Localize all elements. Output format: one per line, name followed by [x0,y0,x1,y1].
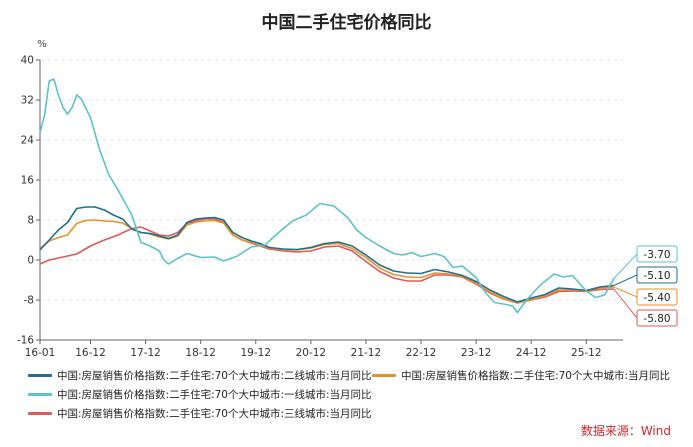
x-tick-label: 23-12 [461,347,492,359]
end-label-layer: -5.10 -5.40 -3.70 -5.80 [613,245,678,327]
legend-swatch-tier1 [28,393,52,396]
y-tick-label: 24 [21,135,35,147]
end-label-tier1: -3.70 [643,249,670,261]
legend-label-tier3: 中国:房屋销售价格指数:二手住宅:70个大中城市:三线城市:当月同比 [57,408,372,420]
end-label-leader-tier3 [613,288,638,319]
legend-swatch-tier2-70 [372,374,396,377]
end-label-leader-tier2_70 [613,286,638,298]
x-tick-label: 24-12 [516,347,547,359]
x-tick-label: 21-12 [351,347,382,359]
end-label-box-tier1 [636,245,678,263]
end-label-tier3: -5.80 [643,313,670,325]
end-label-box-tier3 [636,309,678,327]
x-tick-label: 18-12 [185,347,216,359]
series-line-tier2 [39,206,614,303]
x-tick-label: 16-01 [25,347,56,359]
x-tick-label: 19-12 [240,347,271,359]
legend-item-tier2[interactable]: 中国:房屋销售价格指数:二手住宅:70个大中城市:二线城市:当月同比 [28,368,372,383]
chart-title: 中国二手住宅价格同比 [261,13,432,33]
legend-item-tier3[interactable]: 中国:房屋销售价格指数:二手住宅:70个大中城市:三线城市:当月同比 [28,406,372,421]
end-label-leader-tier1 [613,253,638,279]
y-unit-label: % [37,39,47,50]
end-label-tier2: -5.10 [643,270,670,282]
data-source-note: 数据来源：Wind [580,424,671,438]
end-label-box-tier2_70 [636,288,678,306]
series-line-tier1 [39,78,615,314]
y-tick-label: -8 [24,295,34,307]
y-tick-label: 32 [21,95,34,107]
y-tick-label: 0 [27,255,34,267]
legend-item-tier1[interactable]: 中国:房屋销售价格指数:二手住宅:70个大中城市:一线城市:当月同比 [28,387,372,402]
legend-item-tier2-70[interactable]: 中国:房屋销售价格指数:二手住宅:70个大中城市:当月同比 [372,368,670,383]
legend-label-tier1: 中国:房屋销售价格指数:二手住宅:70个大中城市:一线城市:当月同比 [57,389,372,401]
end-label-leader-tier2 [613,274,638,286]
y-tick-label: -16 [17,335,34,347]
series-line-tier3 [39,218,614,304]
x-tick-label: 22-12 [406,347,437,359]
x-tick-label: 20-12 [296,347,327,359]
series-line-tier2_70 [39,219,614,304]
x-tick-label: 17-12 [130,347,161,359]
y-tick-label: 8 [27,215,34,227]
y-tick-label: 16 [21,175,35,187]
axis-layer: -16 -8 0 8 16 24 32 40 16-01 16-12 17-12 18-12 19-12… [17,55,623,359]
end-label-tier2_70: -5.40 [643,292,670,304]
end-label-box-tier2 [636,266,678,284]
legend-label-tier2-70: 中国:房屋销售价格指数:二手住宅:70个大中城市:当月同比 [401,370,671,382]
legend-swatch-tier3 [28,412,52,415]
x-tick-label: 25-12 [571,347,602,359]
series-layer [39,78,615,314]
y-tick-label: 40 [21,55,34,67]
legend-label-tier2: 中国:房屋销售价格指数:二手住宅:70个大中城市:二线城市:当月同比 [57,370,372,382]
x-tick-label: 16-12 [75,347,106,359]
legend-swatch-tier2 [28,374,52,377]
